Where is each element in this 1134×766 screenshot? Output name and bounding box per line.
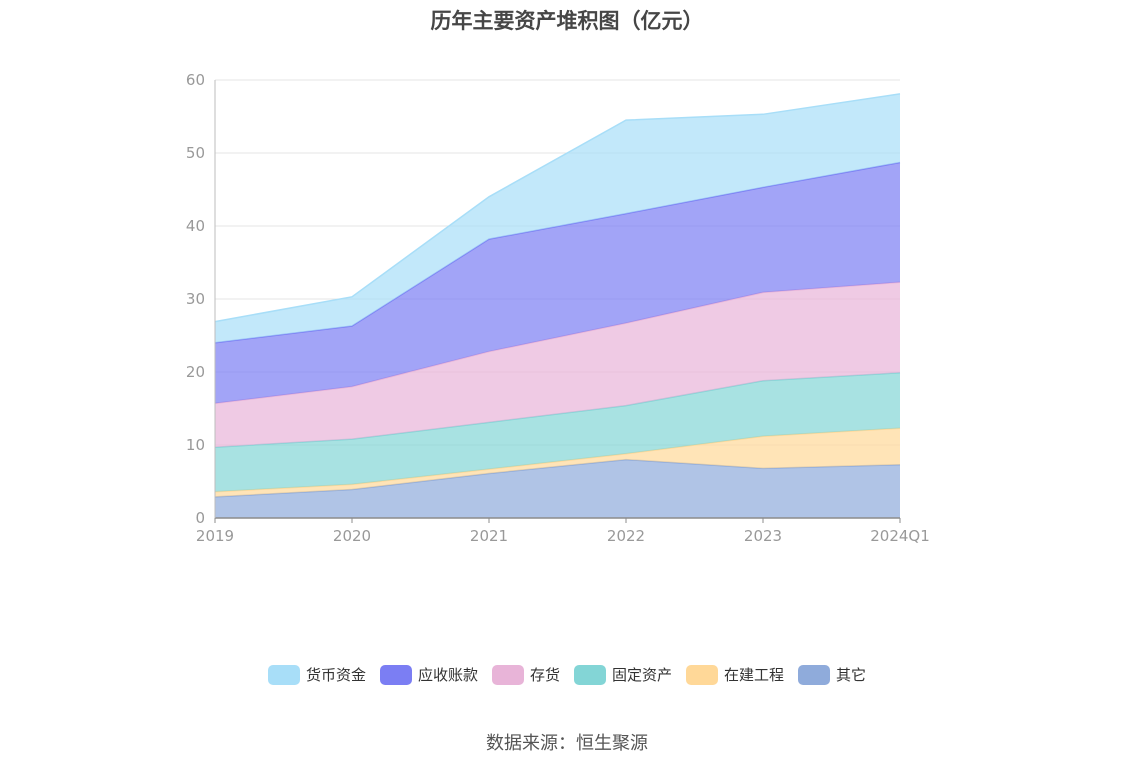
axes: 0 10 20 30 40 50 60 2019 2020 2021 2022 2023 2024Q1: [186, 71, 930, 545]
legend-label: 货币资金: [305, 666, 366, 684]
legend-swatch: [574, 664, 606, 685]
legend-label: 应收账款: [417, 666, 478, 684]
area-series-0[interactable]: [215, 459, 900, 518]
legend-item[interactable]: 其它: [798, 664, 866, 685]
legend-item[interactable]: 货币资金: [267, 664, 366, 685]
y-tick-label: 50: [186, 144, 205, 162]
legend-swatch: [267, 664, 300, 685]
x-tick-label: 2019: [196, 527, 234, 545]
legend-item[interactable]: 应收账款: [379, 664, 478, 685]
area-series-2[interactable]: [215, 372, 900, 492]
legend-item[interactable]: 存货: [491, 664, 560, 685]
legend-swatch: [379, 664, 412, 685]
stacked-areas: [214, 93, 901, 518]
legend: 货币资金 应收账款 存货 固定资产 在建工程 其它: [0, 664, 1134, 685]
y-tick-label: 20: [186, 363, 205, 381]
y-tick-label: 0: [195, 509, 205, 527]
legend-label: 其它: [836, 666, 867, 684]
legend-item[interactable]: 固定资产: [574, 664, 672, 685]
y-tick-label: 40: [186, 217, 205, 235]
area-series-edge-5: [214, 93, 901, 323]
legend-label: 固定资产: [612, 666, 673, 684]
area-series-4[interactable]: [215, 162, 900, 404]
legend-swatch: [491, 664, 524, 685]
legend-item[interactable]: 在建工程: [686, 664, 784, 685]
area-series-3[interactable]: [215, 282, 900, 448]
x-tick-label: 2024Q1: [870, 527, 930, 545]
legend-swatch: [798, 664, 831, 685]
data-source-note: 数据来源：恒生聚源: [486, 733, 648, 754]
legend-label: 在建工程: [724, 666, 785, 684]
y-tick-label: 60: [186, 71, 205, 89]
legend-label: 存货: [529, 666, 560, 684]
chart-area: 0 10 20 30 40 50 60 2019 2020 2021 2022 2023 2024Q1: [186, 71, 930, 545]
area-series-5[interactable]: [215, 93, 900, 343]
legend-swatch: [686, 664, 719, 685]
chart-title: 历年主要资产堆积图（亿元）: [430, 9, 704, 33]
x-tick-label: 2023: [744, 527, 782, 545]
x-tick-label: 2022: [607, 527, 645, 545]
area-series-1[interactable]: [215, 428, 900, 497]
y-tick-label: 10: [186, 436, 205, 454]
x-tick-label: 2020: [333, 527, 371, 545]
y-tick-label: 30: [186, 290, 205, 308]
x-tick-label: 2021: [470, 527, 508, 545]
